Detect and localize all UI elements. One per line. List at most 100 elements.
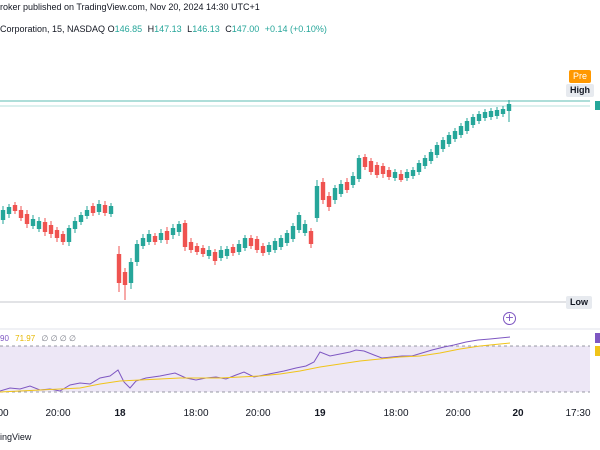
candle-body bbox=[488, 111, 494, 117]
candle-body bbox=[494, 110, 500, 116]
candle-body bbox=[122, 272, 128, 285]
symbol-name: Corporation, 15, NASDAQ bbox=[0, 24, 106, 34]
candle-body bbox=[212, 252, 218, 261]
candle-body bbox=[236, 244, 242, 252]
chart-published-header: roker published on TradingView.com, Nov … bbox=[0, 0, 600, 14]
candle-body bbox=[248, 238, 254, 246]
time-axis-label: 17:30 bbox=[565, 408, 591, 419]
candle-body bbox=[464, 121, 470, 131]
candle-body bbox=[374, 165, 380, 175]
candle-body bbox=[452, 131, 458, 139]
candle-body bbox=[338, 184, 344, 194]
candle-body bbox=[108, 206, 114, 214]
close-value: 147.00 bbox=[231, 24, 260, 34]
time-axis[interactable]: 00 20:00 18 18:00 20:00 19 18:00 20:00 20 17:30 bbox=[0, 404, 600, 426]
candle-body bbox=[24, 214, 30, 224]
candle-body bbox=[230, 247, 236, 253]
candle-body bbox=[290, 226, 296, 239]
candle-body bbox=[72, 221, 78, 229]
candle-body bbox=[176, 224, 182, 232]
candle-body bbox=[254, 239, 260, 250]
published-text: roker published on TradingView.com, Nov … bbox=[0, 2, 260, 12]
candle-body bbox=[206, 250, 212, 256]
oscillator-empty-values: ∅ ∅ ∅ ∅ bbox=[41, 334, 76, 343]
candle-body bbox=[446, 135, 452, 144]
candle-body bbox=[224, 249, 230, 256]
candle-body bbox=[260, 246, 266, 253]
rsi-ma-line bbox=[0, 342, 511, 393]
time-axis-label: 18:00 bbox=[383, 408, 409, 419]
candle-body bbox=[158, 233, 164, 240]
candle-body bbox=[272, 241, 278, 250]
candle-body bbox=[482, 112, 488, 118]
candle-body bbox=[386, 170, 392, 177]
candle-body bbox=[302, 224, 308, 233]
candle-body bbox=[182, 223, 188, 247]
rsi-line bbox=[0, 336, 511, 392]
candlestick-series bbox=[0, 100, 512, 300]
candle-body bbox=[368, 161, 374, 172]
symbol-legend: Corporation, 15, NASDAQ O146.85 H147.13 … bbox=[0, 22, 327, 36]
high-label: H bbox=[147, 24, 155, 34]
candle-body bbox=[146, 234, 152, 242]
candle-body bbox=[30, 219, 36, 226]
candle-body bbox=[96, 204, 102, 212]
candle-body bbox=[242, 238, 248, 248]
candle-body bbox=[506, 104, 512, 111]
candle-body bbox=[284, 233, 290, 243]
candle-body bbox=[344, 182, 350, 190]
high-tag: High bbox=[566, 84, 594, 97]
candle-body bbox=[188, 242, 194, 250]
candle-body bbox=[470, 117, 476, 125]
time-axis-label: 18 bbox=[114, 408, 126, 419]
candle-body bbox=[332, 188, 338, 200]
change-value: +0.14 (+0.10%) bbox=[264, 24, 327, 34]
candle-body bbox=[48, 225, 54, 234]
candle-body bbox=[314, 186, 320, 218]
candle-body bbox=[6, 207, 12, 214]
open-value: 146.85 bbox=[114, 24, 143, 34]
candle-body bbox=[350, 176, 356, 185]
oscillator-value-1: 90 bbox=[0, 334, 9, 343]
candle-body bbox=[308, 231, 314, 244]
candle-body bbox=[362, 157, 368, 167]
footer-brand: ingView bbox=[0, 432, 32, 442]
rsi-series bbox=[0, 336, 511, 393]
candle-body bbox=[84, 210, 90, 216]
candle-body bbox=[440, 140, 446, 149]
low-value: 146.13 bbox=[192, 24, 220, 34]
candle-body bbox=[42, 222, 48, 232]
candle-body bbox=[380, 166, 386, 174]
time-axis-label: 20:00 bbox=[45, 408, 71, 419]
rsi-ma-value-marker bbox=[595, 346, 600, 356]
time-axis-label: 20:00 bbox=[445, 408, 471, 419]
time-axis-label: 19 bbox=[314, 408, 326, 419]
candle-body bbox=[66, 228, 72, 242]
close-label: C bbox=[225, 24, 232, 34]
candle-body bbox=[428, 152, 434, 161]
time-axis-label: 00 bbox=[0, 408, 9, 419]
candle-body bbox=[36, 221, 42, 229]
candle-body bbox=[164, 231, 170, 240]
candle-body bbox=[134, 244, 140, 262]
candle-body bbox=[266, 245, 272, 252]
candle-body bbox=[60, 234, 66, 242]
candle-body bbox=[278, 238, 284, 247]
candle-body bbox=[0, 210, 6, 220]
plus-circle-icon[interactable]: + bbox=[503, 311, 516, 325]
candle-body bbox=[90, 206, 96, 213]
pre-market-tag: Pre bbox=[569, 70, 592, 83]
candle-body bbox=[12, 205, 18, 211]
candle-body bbox=[170, 228, 176, 235]
candle-body bbox=[54, 230, 60, 238]
candle-body bbox=[102, 205, 108, 213]
candle-body bbox=[296, 215, 302, 230]
time-axis-label: 18:00 bbox=[183, 408, 209, 419]
time-axis-label: 20:00 bbox=[245, 408, 271, 419]
oscillator-legend: 90 71.97 ∅ ∅ ∅ ∅ bbox=[0, 333, 76, 345]
candle-body bbox=[320, 182, 326, 200]
candle-body bbox=[116, 254, 122, 283]
last-price-marker bbox=[595, 101, 600, 110]
time-axis-label: 20 bbox=[512, 408, 524, 419]
